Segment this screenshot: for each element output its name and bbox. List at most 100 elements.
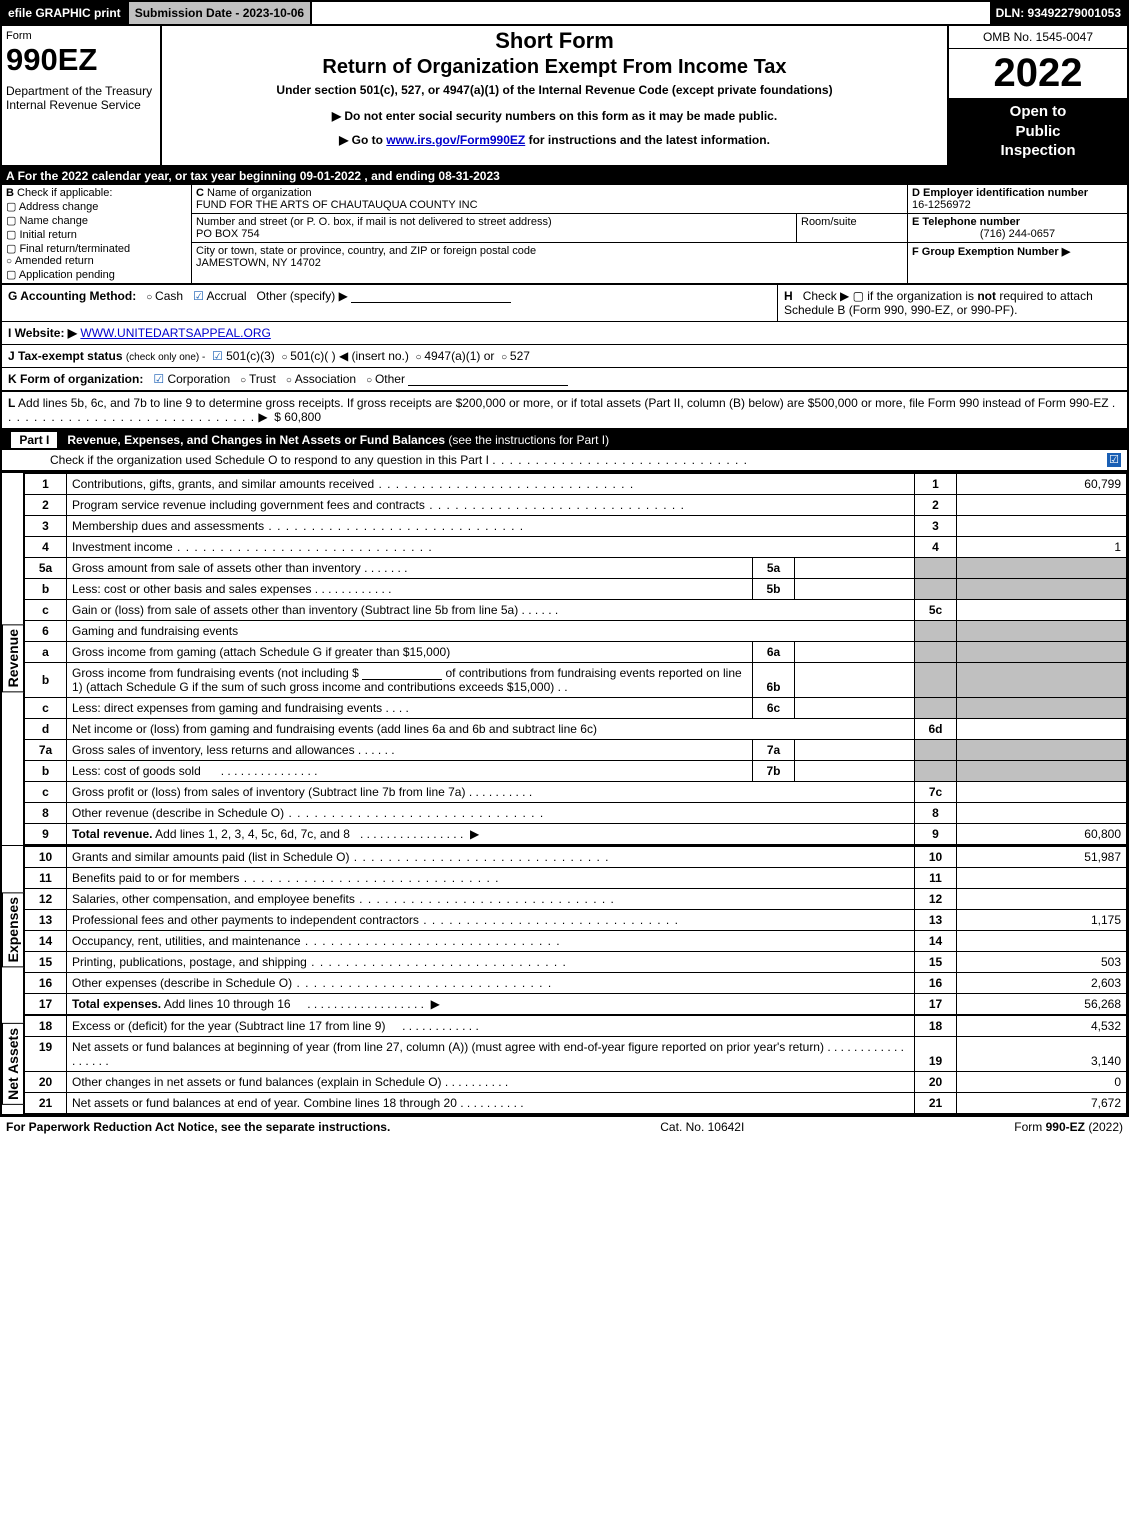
- g-other-line: [351, 291, 511, 303]
- line-7c: c Gross profit or (loss) from sales of i…: [25, 781, 1127, 802]
- l4-num: 4: [25, 536, 67, 557]
- l2-amt: [957, 494, 1127, 515]
- l5a-gray2: [957, 557, 1127, 578]
- line-2: 2 Program service revenue including gove…: [25, 494, 1127, 515]
- l5c-num: c: [25, 599, 67, 620]
- j-501c3[interactable]: 501(c)(3): [212, 349, 275, 363]
- l4-desc: Investment income: [72, 540, 173, 554]
- l10-num: 10: [25, 846, 67, 867]
- form-word: Form: [6, 30, 156, 42]
- section-c: C Name of organization FUND FOR THE ARTS…: [192, 185, 907, 283]
- l2-box: 2: [915, 494, 957, 515]
- city-label: City or town, state or province, country…: [196, 245, 536, 257]
- l6b-num: b: [25, 662, 67, 697]
- cb-name-change[interactable]: Name change: [6, 214, 187, 227]
- l6d-num: d: [25, 718, 67, 739]
- l19-amt: 3,140: [957, 1036, 1127, 1071]
- j-4947[interactable]: 4947(a)(1) or: [416, 349, 495, 363]
- inspect-l3: Inspection: [1000, 142, 1075, 159]
- l6b-desc-pre: Gross income from fundraising events (no…: [72, 666, 359, 680]
- cb-application-pending[interactable]: Application pending: [6, 268, 187, 281]
- l12-box: 12: [915, 888, 957, 909]
- cb-address-change[interactable]: Address change: [6, 200, 187, 213]
- l5b-desc: Less: cost or other basis and sales expe…: [72, 582, 311, 596]
- d-value: 16-1256972: [912, 199, 971, 211]
- g-accrual[interactable]: Accrual: [193, 289, 246, 303]
- l6c-gray: [915, 697, 957, 718]
- street-row: Number and street (or P. O. box, if mail…: [192, 214, 907, 243]
- line-18: 18 Excess or (deficit) for the year (Sub…: [25, 1015, 1127, 1036]
- part1-checkbox[interactable]: ☑: [1107, 453, 1121, 467]
- l1-desc: Contributions, gifts, grants, and simila…: [72, 477, 374, 491]
- g-cash[interactable]: Cash: [146, 289, 183, 303]
- l14-num: 14: [25, 930, 67, 951]
- l7c-num: c: [25, 781, 67, 802]
- l7a-subamt: [795, 739, 915, 760]
- l5a-sub: 5a: [753, 557, 795, 578]
- efile-label[interactable]: efile GRAPHIC print: [2, 2, 129, 24]
- line-6d: d Net income or (loss) from gaming and f…: [25, 718, 1127, 739]
- l6-gray: [915, 620, 957, 641]
- section-a-letter: A: [6, 169, 14, 183]
- l6d-amt: [957, 718, 1127, 739]
- inspection-box: Open to Public Inspection: [949, 98, 1127, 165]
- l6b-sub: 6b: [753, 662, 795, 697]
- l11-box: 11: [915, 867, 957, 888]
- goto-link[interactable]: www.irs.gov/Form990EZ: [386, 133, 525, 147]
- street-value: PO BOX 754: [196, 228, 260, 240]
- org-name-row: C Name of organization FUND FOR THE ARTS…: [192, 185, 907, 214]
- l21-box: 21: [915, 1092, 957, 1113]
- section-a: A For the 2022 calendar year, or tax yea…: [0, 167, 1129, 185]
- j-label: J Tax-exempt status: [8, 349, 123, 363]
- org-name: FUND FOR THE ARTS OF CHAUTAUQUA COUNTY I…: [196, 199, 478, 211]
- under-section-text: Under section 501(c), 527, or 4947(a)(1)…: [168, 83, 941, 97]
- form-year: 2022: [949, 49, 1127, 98]
- dept-text: Department of the Treasury: [6, 84, 152, 98]
- website-link[interactable]: WWW.UNITEDARTSAPPEAL.ORG: [80, 326, 270, 340]
- l5b-sub: 5b: [753, 578, 795, 599]
- l21-amt: 7,672: [957, 1092, 1127, 1113]
- section-j: J Tax-exempt status (check only one) - 5…: [0, 345, 1129, 368]
- line-1: 1 Contributions, gifts, grants, and simi…: [25, 473, 1127, 494]
- l21-desc: Net assets or fund balances at end of ye…: [72, 1096, 457, 1110]
- l6c-sub: 6c: [753, 697, 795, 718]
- l6b-gray: [915, 662, 957, 697]
- j-501c[interactable]: 501(c)( ) ◀ (insert no.): [281, 349, 408, 363]
- l16-amt: 2,603: [957, 972, 1127, 993]
- revenue-vlabel: Revenue: [2, 624, 24, 692]
- l17-bold: Total expenses.: [72, 997, 161, 1011]
- section-g: G Accounting Method: Cash Accrual Other …: [2, 285, 777, 321]
- l6c-num: c: [25, 697, 67, 718]
- cb-initial-return[interactable]: Initial return: [6, 228, 187, 241]
- l6-num: 6: [25, 620, 67, 641]
- l7b-num: b: [25, 760, 67, 781]
- l4-box: 4: [915, 536, 957, 557]
- l7c-amt: [957, 781, 1127, 802]
- l10-amt: 51,987: [957, 846, 1127, 867]
- section-b: B Check if applicable: Address change Na…: [2, 185, 192, 283]
- l7c-desc: Gross profit or (loss) from sales of inv…: [72, 785, 465, 799]
- line-21: 21 Net assets or fund balances at end of…: [25, 1092, 1127, 1113]
- cb-final-return[interactable]: Final return/terminated: [6, 242, 187, 255]
- part1-title-note: (see the instructions for Part I): [448, 433, 609, 447]
- section-b-letter: B: [6, 187, 14, 199]
- k-association[interactable]: Association: [286, 372, 356, 386]
- section-k: K Form of organization: Corporation Trus…: [0, 368, 1129, 392]
- l-amount: $ 60,800: [274, 410, 321, 424]
- line-6b: b Gross income from fundraising events (…: [25, 662, 1127, 697]
- l8-box: 8: [915, 802, 957, 823]
- section-i: I Website: ▶ WWW.UNITEDARTSAPPEAL.ORG: [0, 322, 1129, 345]
- l6d-desc: Net income or (loss) from gaming and fun…: [72, 722, 597, 736]
- k-trust[interactable]: Trust: [240, 372, 276, 386]
- g-other[interactable]: Other (specify) ▶: [257, 289, 348, 303]
- k-other[interactable]: Other: [366, 372, 405, 386]
- line-14: 14 Occupancy, rent, utilities, and maint…: [25, 930, 1127, 951]
- l3-box: 3: [915, 515, 957, 536]
- i-label: I Website: ▶: [8, 326, 77, 340]
- section-d: D Employer identification number 16-1256…: [908, 185, 1127, 214]
- j-527[interactable]: 527: [501, 349, 530, 363]
- l6c-gray2: [957, 697, 1127, 718]
- l7a-desc: Gross sales of inventory, less returns a…: [72, 743, 355, 757]
- k-corporation[interactable]: Corporation: [153, 372, 230, 386]
- cb-amended-return[interactable]: Amended return: [6, 255, 187, 267]
